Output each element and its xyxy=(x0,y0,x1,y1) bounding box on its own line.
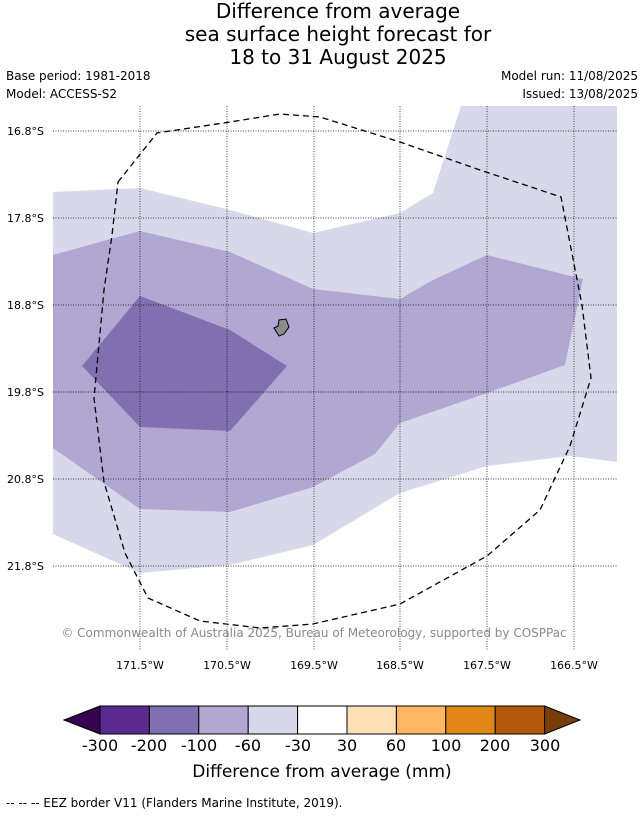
eez-footnote: -- -- -- EEZ border V11 (Flanders Marine… xyxy=(6,796,343,810)
island-land xyxy=(273,318,290,337)
colorbar-over-triangle xyxy=(544,705,582,735)
colorbar-tick-label: -300 xyxy=(81,736,119,755)
lat-label: 18.8°S xyxy=(7,299,44,312)
meta-right: Model run: 11/08/2025 Issued: 13/08/2025 xyxy=(501,67,638,103)
anomaly-band-medium xyxy=(53,231,583,512)
anomaly-band-dark xyxy=(82,296,287,431)
model-run: Model run: 11/08/2025 xyxy=(500,69,638,83)
colorbar xyxy=(62,705,582,735)
gridlines xyxy=(53,106,617,651)
lon-label: 171.5°W xyxy=(116,659,164,672)
colorbar-segment xyxy=(247,705,299,735)
colorbar-tick-label: -200 xyxy=(130,736,168,755)
eez-border xyxy=(93,113,592,629)
colorbar-segment xyxy=(198,705,249,735)
colorbar-tick-label: -30 xyxy=(284,736,312,755)
lon-label: 167.5°W xyxy=(463,659,511,672)
colorbar-tick-label: -60 xyxy=(234,736,262,755)
colorbar-tick-label: -100 xyxy=(180,736,218,755)
colorbar-tick-label: 60 xyxy=(385,736,407,755)
colorbar-segment xyxy=(346,705,397,735)
lon-label: 169.5°W xyxy=(290,659,338,672)
lat-label: 19.8°S xyxy=(7,386,44,399)
colorbar-title: Difference from average (mm) xyxy=(192,762,452,782)
colorbar-tick-label: 300 xyxy=(529,736,561,755)
lon-label: 170.5°W xyxy=(203,659,251,672)
lat-label: 21.8°S xyxy=(7,560,44,573)
copyright-notice: © Commonwealth of Australia 2025, Bureau… xyxy=(61,626,566,640)
colorbar-segment xyxy=(148,705,200,735)
colorbar-segment xyxy=(99,705,150,735)
lon-label: 166.5°W xyxy=(550,659,598,672)
map-title: Difference from average sea surface heig… xyxy=(0,0,644,69)
colorbar-segment xyxy=(297,705,348,735)
colorbar-under-triangle xyxy=(62,705,101,735)
lat-label: 20.8°S xyxy=(7,473,44,486)
lat-label: 16.8°S xyxy=(7,125,44,138)
anomaly-field xyxy=(53,106,617,573)
colorbar-segment xyxy=(395,705,447,735)
colorbar-tick-label: 30 xyxy=(336,736,358,755)
title-line-3: 18 to 31 August 2025 xyxy=(229,45,447,69)
colorbar-tick-label: 200 xyxy=(479,736,511,755)
colorbar-tick-label: 100 xyxy=(430,736,462,755)
base-period: Base period: 1981-2018 xyxy=(6,69,151,83)
meta-left: Base period: 1981-2018 Model: ACCESS-S2 xyxy=(6,67,151,103)
title-line-2: sea surface height forecast for xyxy=(184,22,492,46)
title-line-1: Difference from average xyxy=(215,0,461,23)
lat-label: 17.8°S xyxy=(7,212,44,225)
model-name: Model: ACCESS-S2 xyxy=(6,87,118,101)
issued-date: Issued: 13/08/2025 xyxy=(522,87,638,101)
colorbar-segment xyxy=(445,705,496,735)
lon-label: 168.5°W xyxy=(376,659,424,672)
colorbar-segment xyxy=(494,705,546,735)
